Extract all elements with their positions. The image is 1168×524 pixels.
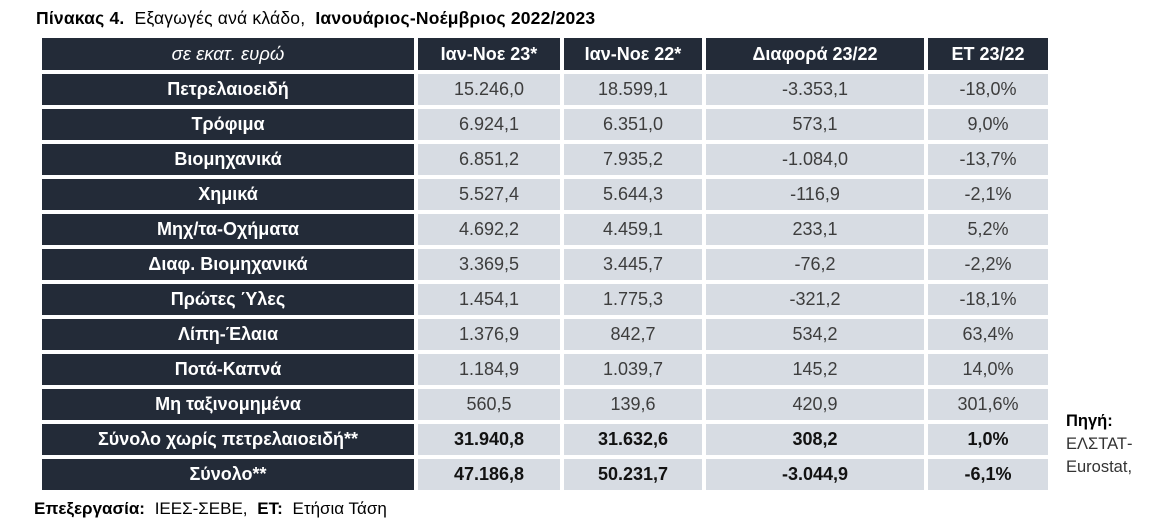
processing-label: Επεξεργασία: (34, 499, 145, 518)
table-title-text: Εξαγωγές ανά κλάδο, (134, 8, 306, 28)
table-row: Μηχ/τα-Οχήματα 4.692,2 4.459,1 233,1 5,2… (42, 214, 1048, 245)
row-label-cell: Μηχ/τα-Οχήματα (42, 214, 414, 245)
column-header-annual-trend: ΕΤ 23/22 (928, 38, 1048, 70)
table-row: Χημικά 5.527,4 5.644,3 -116,9 -2,1% (42, 179, 1048, 210)
source-note: Πηγή: ΕΛΣΤΑΤ- Eurostat, (1066, 410, 1166, 479)
value-cell: 31.632,6 (564, 424, 702, 455)
row-label-cell: Λίπη-Έλαια (42, 319, 414, 350)
value-cell: 573,1 (706, 109, 924, 140)
value-cell: 1.454,1 (418, 284, 560, 315)
value-cell: 5,2% (928, 214, 1048, 245)
column-header-jan-nov-22: Ιαν-Νοε 22* (564, 38, 702, 70)
processing-value: ΙΕΕΣ-ΣΕΒΕ, (154, 499, 248, 518)
value-cell: 6.851,2 (418, 144, 560, 175)
value-cell: -2,2% (928, 249, 1048, 280)
table-title: Πίνακας 4. Εξαγωγές ανά κλάδο, Ιανουάριο… (36, 8, 595, 29)
processing-note: Επεξεργασία: ΙΕΕΣ-ΣΕΒΕ, ΕΤ: Ετήσια Τάση (34, 499, 387, 519)
source-line-elstat: ΕΛΣΤΑΤ- (1066, 435, 1133, 453)
row-label-cell: Σύνολο** (42, 459, 414, 490)
value-cell: 6.351,0 (564, 109, 702, 140)
table-row-total: Σύνολο** 47.186,8 50.231,7 -3.044,9 -6,1… (42, 459, 1048, 490)
value-cell: 1.184,9 (418, 354, 560, 385)
value-cell: -3.044,9 (706, 459, 924, 490)
header-row: σε εκατ. ευρώ Ιαν-Νοε 23* Ιαν-Νοε 22* Δι… (42, 38, 1048, 70)
table-row: Βιομηχανικά 6.851,2 7.935,2 -1.084,0 -13… (42, 144, 1048, 175)
row-label-cell: Τρόφιμα (42, 109, 414, 140)
table-row: Λίπη-Έλαια 1.376,9 842,7 534,2 63,4% (42, 319, 1048, 350)
source-line-eurostat: Eurostat, (1066, 458, 1133, 476)
row-label-cell: Χημικά (42, 179, 414, 210)
value-cell: 18.599,1 (564, 74, 702, 105)
table-row: Τρόφιμα 6.924,1 6.351,0 573,1 9,0% (42, 109, 1048, 140)
row-label-cell: Πετρελαιοειδή (42, 74, 414, 105)
row-label-cell: Πρώτες Ύλες (42, 284, 414, 315)
value-cell: 4.692,2 (418, 214, 560, 245)
value-cell: -3.353,1 (706, 74, 924, 105)
value-cell: 3.445,7 (564, 249, 702, 280)
value-cell: 420,9 (706, 389, 924, 420)
et-value: Ετήσια Τάση (292, 499, 387, 518)
table-row: Μη ταξινομημένα 560,5 139,6 420,9 301,6% (42, 389, 1048, 420)
value-cell: -18,0% (928, 74, 1048, 105)
value-cell: -6,1% (928, 459, 1048, 490)
value-cell: 6.924,1 (418, 109, 560, 140)
value-cell: 145,2 (706, 354, 924, 385)
value-cell: 1.039,7 (564, 354, 702, 385)
value-cell: 233,1 (706, 214, 924, 245)
et-label: ΕΤ: (257, 499, 283, 518)
exports-by-sector-table: σε εκατ. ευρώ Ιαν-Νοε 23* Ιαν-Νοε 22* Δι… (38, 34, 1052, 494)
value-cell: 7.935,2 (564, 144, 702, 175)
value-cell: 534,2 (706, 319, 924, 350)
table-row-total-excl-petroleum: Σύνολο χωρίς πετρελαιοειδή** 31.940,8 31… (42, 424, 1048, 455)
value-cell: 1.775,3 (564, 284, 702, 315)
value-cell: 47.186,8 (418, 459, 560, 490)
value-cell: 14,0% (928, 354, 1048, 385)
value-cell: 5.527,4 (418, 179, 560, 210)
row-label-cell: Διαφ. Βιομηχανικά (42, 249, 414, 280)
value-cell: 9,0% (928, 109, 1048, 140)
table-row: Ποτά-Καπνά 1.184,9 1.039,7 145,2 14,0% (42, 354, 1048, 385)
value-cell: -2,1% (928, 179, 1048, 210)
column-header-difference: Διαφορά 23/22 (706, 38, 924, 70)
row-label-cell: Ποτά-Καπνά (42, 354, 414, 385)
value-cell: 1,0% (928, 424, 1048, 455)
value-cell: 301,6% (928, 389, 1048, 420)
value-cell: 63,4% (928, 319, 1048, 350)
column-header-jan-nov-23: Ιαν-Νοε 23* (418, 38, 560, 70)
value-cell: 50.231,7 (564, 459, 702, 490)
row-label-cell: Μη ταξινομημένα (42, 389, 414, 420)
row-label-cell: Σύνολο χωρίς πετρελαιοειδή** (42, 424, 414, 455)
table-title-period: Ιανουάριος-Νοέμβριος 2022/2023 (315, 8, 596, 28)
value-cell: 139,6 (564, 389, 702, 420)
value-cell: 4.459,1 (564, 214, 702, 245)
value-cell: 15.246,0 (418, 74, 560, 105)
row-label-cell: Βιομηχανικά (42, 144, 414, 175)
value-cell: 31.940,8 (418, 424, 560, 455)
table-title-number: Πίνακας 4. (36, 8, 125, 28)
value-cell: 5.644,3 (564, 179, 702, 210)
value-cell: -18,1% (928, 284, 1048, 315)
table-row: Πρώτες Ύλες 1.454,1 1.775,3 -321,2 -18,1… (42, 284, 1048, 315)
value-cell: 842,7 (564, 319, 702, 350)
value-cell: -13,7% (928, 144, 1048, 175)
value-cell: 560,5 (418, 389, 560, 420)
table-row: Διαφ. Βιομηχανικά 3.369,5 3.445,7 -76,2 … (42, 249, 1048, 280)
value-cell: -76,2 (706, 249, 924, 280)
value-cell: 308,2 (706, 424, 924, 455)
value-cell: -1.084,0 (706, 144, 924, 175)
unit-header-cell: σε εκατ. ευρώ (42, 38, 414, 70)
table-row: Πετρελαιοειδή 15.246,0 18.599,1 -3.353,1… (42, 74, 1048, 105)
value-cell: 3.369,5 (418, 249, 560, 280)
value-cell: -321,2 (706, 284, 924, 315)
value-cell: 1.376,9 (418, 319, 560, 350)
value-cell: -116,9 (706, 179, 924, 210)
source-label: Πηγή: (1066, 412, 1113, 430)
